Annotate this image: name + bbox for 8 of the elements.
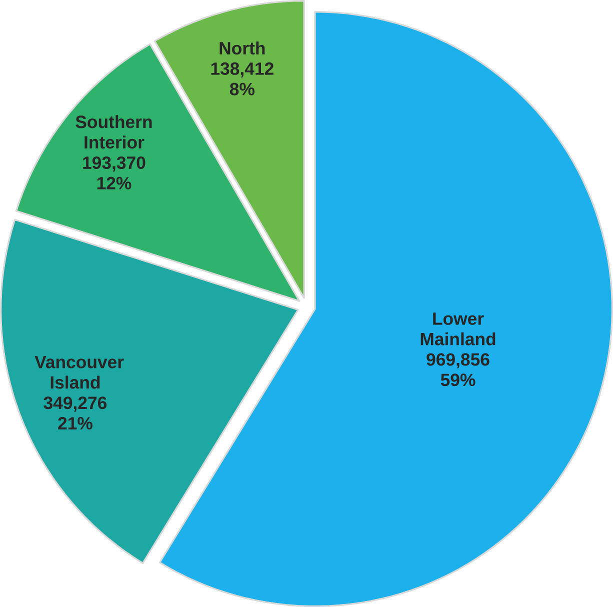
slice-label: Lower Mainland <box>420 312 496 346</box>
data-label: 349,276 21% <box>44 396 107 430</box>
data-label: 138,412 8% <box>211 62 274 96</box>
data-label: 193,370 12% <box>83 156 146 190</box>
slice-label: Southern Interior <box>76 115 152 149</box>
slice-label: North <box>220 41 265 54</box>
slice-label: Vancouver Island <box>34 356 124 389</box>
data-label: 969,856 59% <box>426 353 490 386</box>
